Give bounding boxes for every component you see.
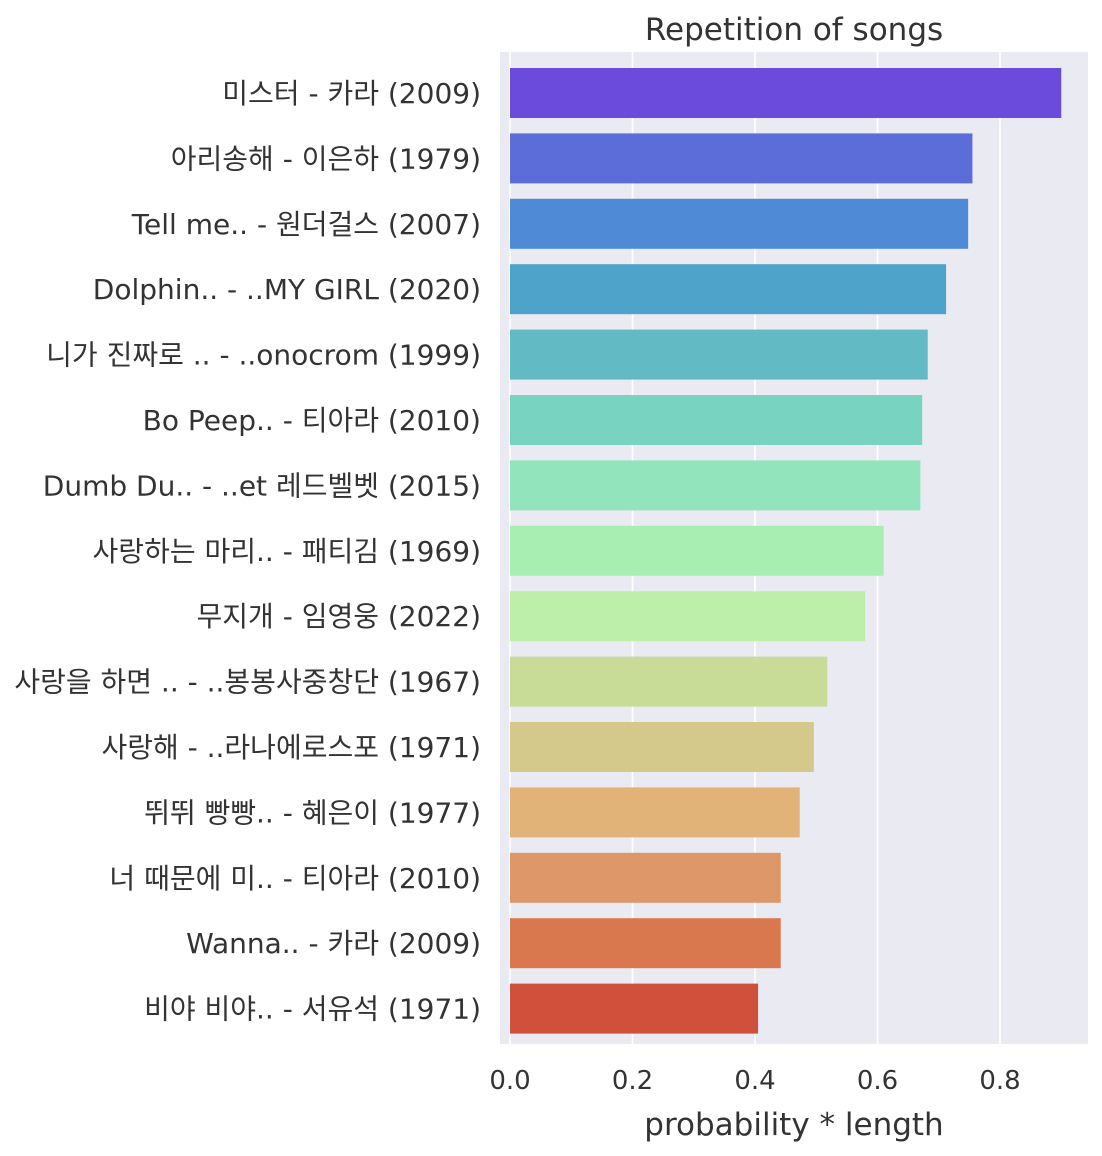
x-tick-label: 0.2	[612, 1066, 653, 1096]
category-label: Dumb Du.. - ..et 레드벨벳 (2015)	[43, 469, 481, 502]
category-label: Bo Peep.. - 티아라 (2010)	[143, 404, 481, 437]
bar	[510, 656, 828, 707]
bar	[510, 787, 800, 838]
category-label: Dolphin.. - ..MY GIRL (2020)	[93, 273, 481, 306]
chart-title: Repetition of songs	[645, 12, 943, 48]
category-label: 무지개 - 임영웅 (2022)	[197, 600, 481, 633]
category-label: 뛰뛰 빵빵.. - 혜은이 (1977)	[144, 796, 481, 829]
category-label: 사랑하는 마리.. - 패티김 (1969)	[93, 535, 481, 568]
category-label: 사랑을 하면 .. - ..봉봉사중창단 (1967)	[14, 666, 481, 699]
bar	[510, 525, 884, 576]
category-label: Tell me.. - 원더걸스 (2007)	[131, 208, 481, 241]
x-axis-label: probability * length	[644, 1107, 943, 1143]
bar	[510, 852, 781, 903]
x-tick-label: 0.6	[857, 1066, 898, 1096]
category-label: 사랑해 - ..라나에로스포 (1971)	[101, 731, 481, 764]
bar	[510, 983, 759, 1034]
bar	[510, 133, 973, 184]
x-tick-label: 0.0	[489, 1066, 530, 1096]
x-tick-labels: 0.0 0.2 0.4 0.6 0.8	[489, 1066, 1020, 1096]
bar	[510, 591, 866, 642]
category-label: 아리송해 - 이은하 (1979)	[171, 142, 481, 175]
category-label: 너 때문에 미.. - 티아라 (2010)	[109, 862, 481, 895]
bar	[510, 460, 921, 511]
category-label: 니가 진짜로 .. - ..onocrom (1999)	[46, 339, 481, 372]
category-label: 비야 비야.. - 서유석 (1971)	[144, 993, 481, 1026]
bars	[510, 68, 1062, 1034]
category-label: Wanna.. - 카라 (2009)	[186, 927, 481, 960]
bar	[510, 722, 814, 772]
bar	[510, 329, 928, 380]
bar	[510, 918, 781, 969]
x-tick-label: 0.4	[734, 1066, 775, 1096]
category-labels: 미스터 - 카라 (2009) 아리송해 - 이은하 (1979) Tell me.…	[14, 77, 481, 1026]
bar	[510, 264, 947, 315]
x-tick-label: 0.8	[979, 1066, 1020, 1096]
category-label: 미스터 - 카라 (2009)	[222, 77, 481, 110]
bar	[510, 395, 923, 445]
bar	[510, 68, 1062, 118]
bar	[510, 198, 969, 249]
